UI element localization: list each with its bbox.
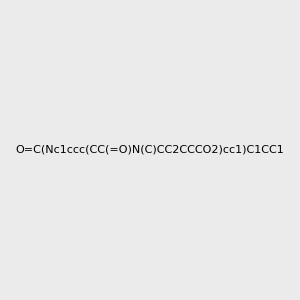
Text: O=C(Nc1ccc(CC(=O)N(C)CC2CCCO2)cc1)C1CC1: O=C(Nc1ccc(CC(=O)N(C)CC2CCCO2)cc1)C1CC1 bbox=[16, 145, 284, 155]
